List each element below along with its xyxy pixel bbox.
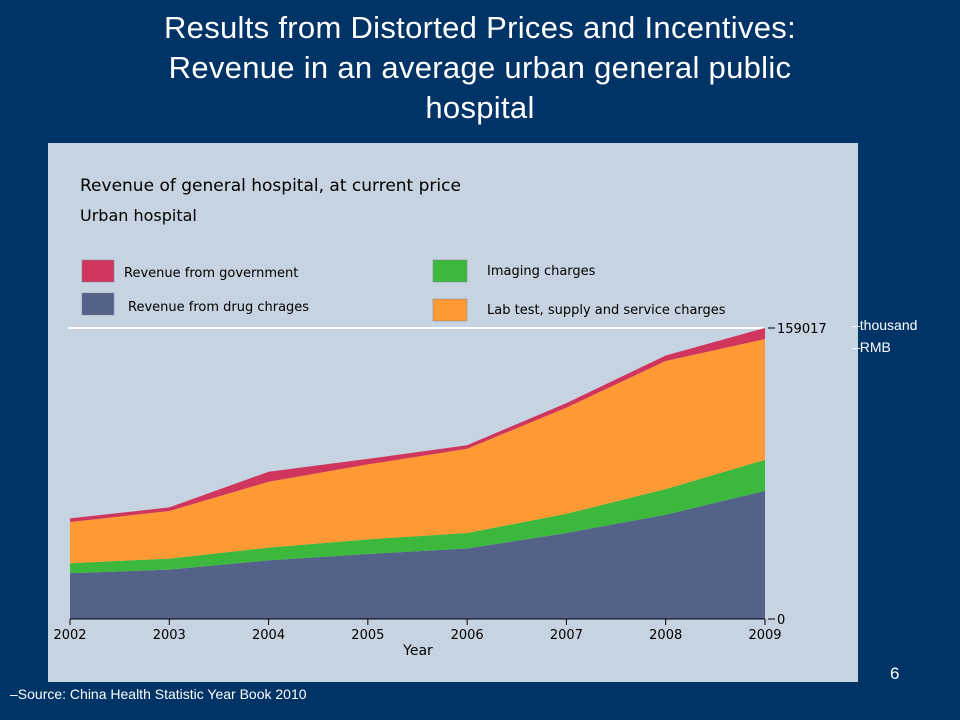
x-axis-label: Year [402, 643, 433, 659]
legend-label-revenue-from-drug-chrages: Revenue from drug chrages [128, 300, 309, 315]
legend-label-imaging-charges: Imaging charges [487, 264, 596, 279]
x-tick-label: 2003 [153, 628, 186, 643]
x-tick-label: 2009 [748, 628, 781, 643]
legend-swatch-imaging-charges [432, 259, 468, 283]
unit-note-thousand: –thousand [852, 317, 918, 333]
page-number: 6 [890, 664, 900, 683]
area-revenue-from-drug-chrages [70, 490, 765, 619]
legend-swatch-lab-test-supply-and-service-charges [432, 298, 468, 322]
chart-panel: Revenue of general hospital, at current … [48, 143, 858, 682]
x-tick-label: 2008 [649, 628, 682, 643]
unit-note-rmb: –RMB [852, 339, 891, 355]
x-tick-label: 2002 [53, 628, 86, 643]
legend-swatch-revenue-from-government [81, 259, 115, 283]
x-tick-label: 2006 [451, 628, 484, 643]
chart-areas [70, 328, 765, 619]
chart-legend: Revenue from government Revenue from drug… [81, 259, 726, 322]
legend-swatch-revenue-from-drug-chrages [81, 292, 115, 316]
chart-subtitle: Urban hospital [80, 206, 197, 225]
area-revenue-from-government [70, 328, 765, 522]
y-tick-label-max: 159017 [777, 322, 827, 337]
chart-title: Revenue of general hospital, at current … [80, 176, 461, 196]
y-tick-label-min: 0 [777, 613, 785, 628]
source-note: –Source: China Health Statistic Year Boo… [10, 686, 307, 702]
x-tick-label: 2005 [351, 628, 384, 643]
slide-title-line-1: Results from Distorted Prices and Incent… [163, 10, 797, 45]
slide-title-line-2: Revenue in an average urban general publ… [168, 50, 792, 85]
legend-label-lab-test-supply-and-service-charges: Lab test, supply and service charges [487, 303, 726, 318]
slide-title-line-3: hospital [425, 90, 535, 125]
revenue-area-chart: Revenue of general hospital, at current … [53, 176, 826, 659]
x-tick-label: 2004 [252, 628, 285, 643]
area-imaging-charges [70, 459, 765, 574]
legend-label-revenue-from-government: Revenue from government [124, 266, 298, 281]
area-lab-test-supply-and-service-charges [70, 339, 765, 564]
slide-title: Results from Distorted Prices and Incent… [60, 8, 900, 128]
x-tick-label: 2007 [550, 628, 583, 643]
